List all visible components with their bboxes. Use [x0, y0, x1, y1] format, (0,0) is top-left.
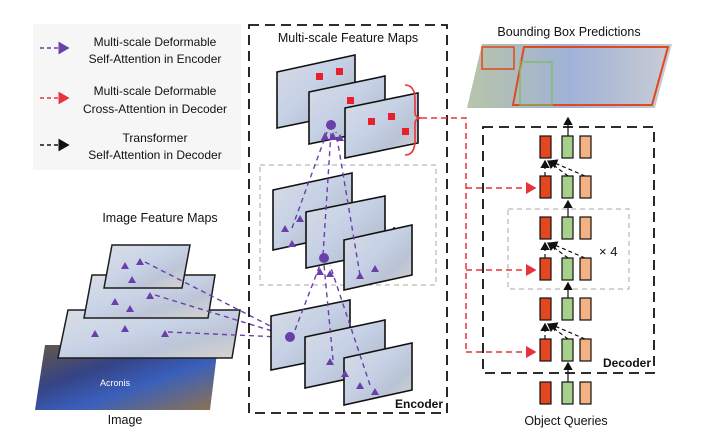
query-cell	[539, 257, 552, 281]
encoder-title: Multi-scale Feature Maps	[278, 31, 418, 45]
predictions-image	[467, 44, 672, 108]
encoder-box	[248, 24, 448, 414]
decoder-sampling-points	[316, 68, 409, 135]
cross-attention-arrows	[421, 117, 537, 358]
query-cell	[539, 175, 552, 199]
query-cell	[561, 216, 574, 240]
legend-item-2-line1: Multi-scale Deformable	[94, 84, 217, 98]
encoder-attention-arrows	[291, 131, 371, 386]
input-image	[35, 345, 218, 410]
self-attention-arrow	[547, 242, 569, 259]
query-cell	[579, 135, 592, 159]
decoder-query-cells	[539, 135, 592, 405]
query-cell	[539, 297, 552, 321]
query-cell	[561, 297, 574, 321]
decoder-repeat-label: × 4	[599, 244, 617, 259]
image-label: Image	[108, 413, 143, 427]
query-cell	[539, 381, 552, 405]
image-feature-maps-title: Image Feature Maps	[102, 211, 217, 225]
query-cell	[561, 338, 574, 362]
encoder-attention-arrows-left	[144, 261, 283, 343]
feature-map-large	[57, 309, 241, 359]
legend-item-2-line2: Cross-Attention in Decoder	[83, 102, 227, 116]
query-cell	[539, 216, 552, 240]
sampling-points-left	[91, 258, 169, 337]
self-attention-arrow	[548, 241, 586, 259]
encoder-sampling-points	[281, 120, 379, 395]
legend-item-1-line1: Multi-scale Deformable	[94, 35, 217, 49]
encoder-label: Encoder	[395, 397, 443, 411]
object-queries-label: Object Queries	[524, 414, 607, 428]
jersey-text: Acronis	[100, 378, 131, 388]
self-attention-arrow	[547, 160, 569, 177]
prediction-box-green	[519, 61, 553, 106]
encoder-repeat-box	[259, 164, 437, 286]
query-cell	[561, 175, 574, 199]
legend: Multi-scale Deformable Self-Attention in…	[33, 24, 241, 170]
feature-map-small	[103, 244, 191, 289]
query-cell	[579, 381, 592, 405]
query-cell	[561, 257, 574, 281]
decoder-box	[482, 126, 655, 374]
query-cell	[539, 338, 552, 362]
legend-item-1-line2: Self-Attention in Encoder	[89, 52, 222, 66]
query-cell	[579, 175, 592, 199]
self-attention-arrow	[547, 323, 569, 340]
legend-item-3-line1: Transformer	[123, 131, 188, 145]
prediction-box-small	[481, 46, 515, 70]
legend-item-3-line2: Self-Attention in Decoder	[88, 148, 221, 162]
query-cell	[579, 338, 592, 362]
decoder-label: Decoder	[603, 356, 651, 370]
decoder-self-attention-arrows	[540, 116, 586, 382]
query-cell	[579, 216, 592, 240]
multi-scale-feature-maps	[270, 54, 419, 406]
query-cell	[539, 135, 552, 159]
self-attention-arrow	[548, 322, 586, 340]
query-cell	[579, 257, 592, 281]
self-attention-arrow	[548, 159, 586, 177]
query-cell	[561, 381, 574, 405]
query-cell	[579, 297, 592, 321]
image-feature-maps	[35, 244, 241, 410]
query-cell	[561, 135, 574, 159]
predictions-title: Bounding Box Predictions	[497, 25, 640, 39]
